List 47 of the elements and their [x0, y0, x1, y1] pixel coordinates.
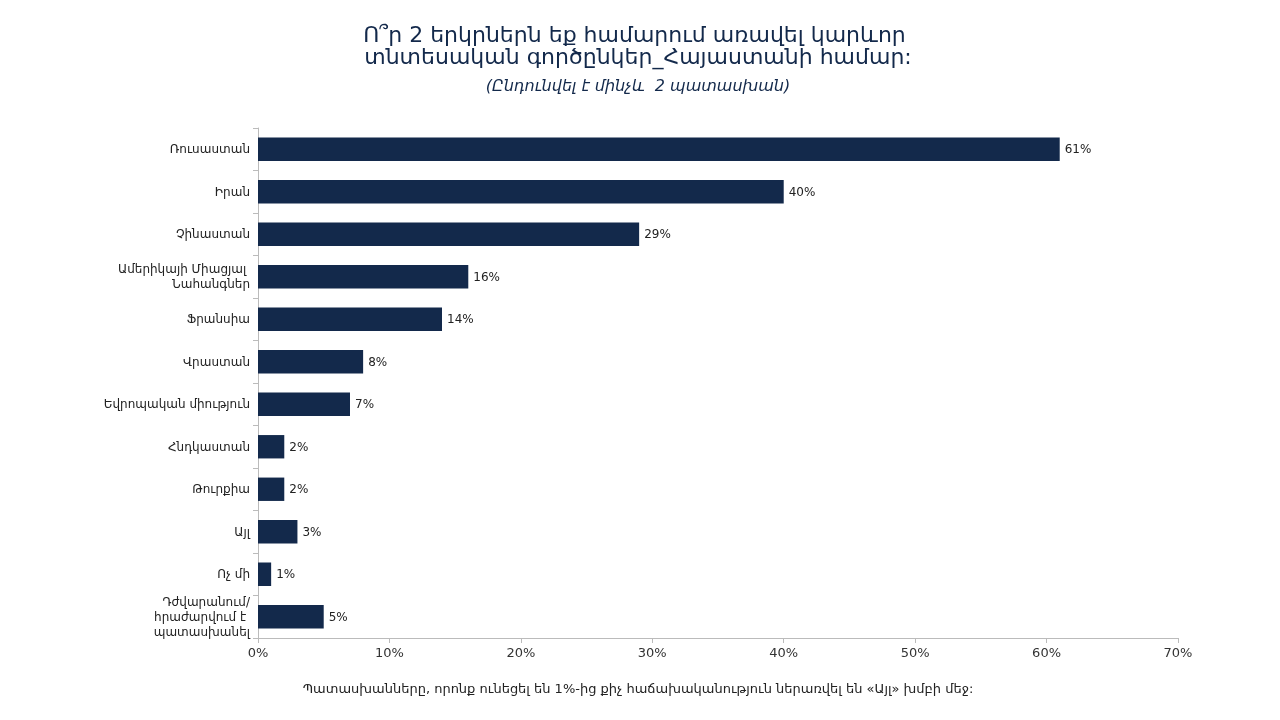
x-tick-label: 60%	[1032, 645, 1062, 660]
bar	[258, 605, 324, 629]
y-tick-label: Ֆրանսիա	[186, 312, 250, 327]
data-label: 5%	[328, 609, 348, 624]
bar	[258, 265, 469, 289]
bar	[258, 222, 640, 246]
y-tick-label: Հնդկաստան	[167, 439, 250, 454]
x-tick-label: 10%	[374, 645, 404, 660]
y-tick-label: Ոչ մի	[217, 567, 250, 582]
bar	[258, 520, 298, 544]
data-label: 2%	[289, 482, 309, 497]
data-label: 29%	[644, 227, 671, 242]
x-tick-label: 0%	[247, 645, 269, 660]
x-tick-label: 50%	[900, 645, 930, 660]
bar	[258, 307, 442, 331]
data-label: 2%	[289, 439, 309, 454]
bar	[258, 562, 272, 586]
data-label: 14%	[447, 312, 474, 327]
chart-subtitle: (Ընդունվել է մինչև 2 պատասխան)	[485, 75, 791, 95]
y-tick-label: Այլ	[234, 524, 251, 539]
y-tick-label: Եվրոպական միություն	[103, 397, 250, 412]
data-label: 8%	[368, 354, 388, 369]
data-label: 40%	[788, 184, 816, 199]
bar	[258, 435, 285, 459]
y-tick-label: Իրան	[214, 184, 250, 199]
data-label: 61%	[1064, 142, 1092, 157]
bar	[258, 350, 364, 374]
y-tick-label: Ամերիկայի Միացյալ Նահանգներ	[118, 262, 250, 292]
bar	[258, 477, 285, 501]
y-tick-label: Վրաստան	[183, 354, 250, 369]
text: Պատասխանները, որոնք ունեցել են 1%-ից քիչ հաճախականություն ներառվել են «Այլ» խմբի մեջ:	[302, 681, 974, 696]
data-label: 3%	[302, 524, 322, 539]
data-label: 7%	[355, 397, 375, 412]
bar	[258, 392, 350, 416]
x-tick-label: 20%	[506, 645, 536, 660]
y-tick-label: Ռուսաստան	[169, 142, 250, 157]
y-tick-label: Դժվարանում/հրաժարվում է պատասխանել	[153, 594, 251, 639]
y-tick-label: Թուրքիա	[192, 482, 250, 497]
data-label: 16%	[473, 269, 500, 284]
data-label: 1%	[276, 567, 296, 582]
x-tick-label: 30%	[637, 645, 667, 660]
chart-title: Ո՞ր 2 երկրներն եք համարում առավել կարևոր տնտեսական գործընկեր_Հայաստանի համար:	[363, 21, 913, 70]
x-tick-label: 40%	[769, 645, 799, 660]
x-tick-label: 70%	[1163, 645, 1193, 660]
y-tick-label: Չինաստան	[175, 227, 250, 242]
bar	[258, 180, 784, 204]
bar	[258, 137, 1060, 161]
